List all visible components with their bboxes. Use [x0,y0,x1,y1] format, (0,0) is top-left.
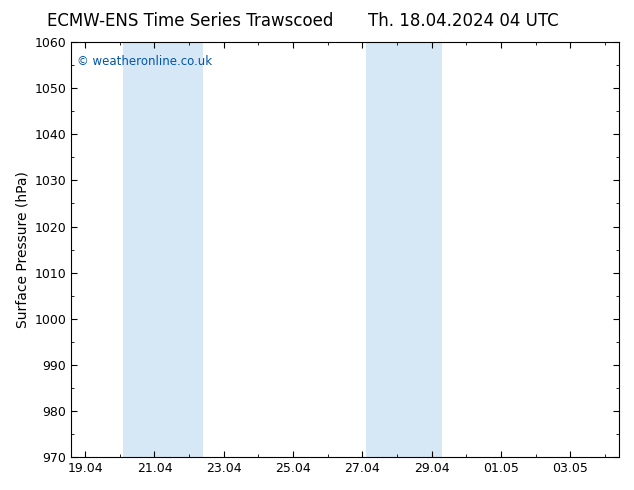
Bar [123,42,203,457]
Text: ECMW-ENS Time Series Trawscoed: ECMW-ENS Time Series Trawscoed [47,12,333,30]
Bar [366,42,442,457]
Text: © weatheronline.co.uk: © weatheronline.co.uk [77,54,212,68]
Y-axis label: Surface Pressure (hPa): Surface Pressure (hPa) [15,171,29,328]
Text: Th. 18.04.2024 04 UTC: Th. 18.04.2024 04 UTC [368,12,558,30]
